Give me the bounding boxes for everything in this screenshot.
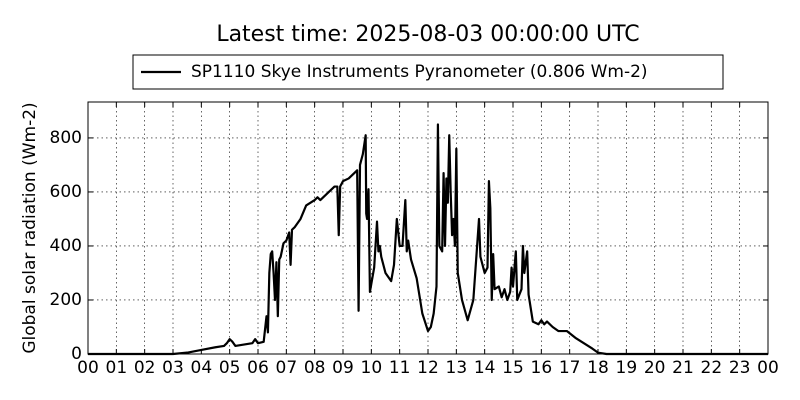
x-tick-label: 22 [701,358,723,378]
y-axis-label: Global solar radiation (Wm-2) [20,102,40,353]
x-tick-label: 02 [134,358,156,378]
x-tick-label: 04 [191,358,213,378]
x-tick-label: 06 [247,358,269,378]
x-tick-label: 01 [106,358,128,378]
plot-frame [87,101,769,355]
x-tick-label: 00 [757,358,779,378]
data-line [88,123,768,356]
x-tick-label: 07 [276,358,298,378]
x-tick-label: 00 [77,358,99,378]
x-tick-label: 13 [446,358,468,378]
y-tick-label: 0 [71,344,82,364]
x-tick-label: 19 [616,358,638,378]
legend-label: SP1110 Skye Instruments Pyranometer (0.8… [191,62,648,82]
y-tick-label: 400 [50,236,82,256]
legend-box [132,54,724,90]
x-tick-label: 10 [361,358,383,378]
x-tick-label: 09 [332,358,354,378]
x-tick-label: 11 [389,358,411,378]
x-tick-label: 14 [474,358,496,378]
x-tick-label: 17 [559,358,581,378]
x-tick-label: 15 [502,358,524,378]
x-tick-label: 08 [304,358,326,378]
y-tick-label: 600 [50,182,82,202]
x-tick-label: 20 [644,358,666,378]
x-tick-label: 16 [531,358,553,378]
x-tick-label: 18 [587,358,609,378]
x-tick-label: 03 [162,358,184,378]
y-tick-label: 200 [50,290,82,310]
x-tick-label: 05 [219,358,241,378]
x-tick-label: 21 [672,358,694,378]
x-tick-label: 12 [417,358,439,378]
y-tick-label: 800 [50,128,82,148]
x-tick-label: 23 [729,358,751,378]
chart-title: Latest time: 2025-08-03 00:00:00 UTC [216,22,639,47]
